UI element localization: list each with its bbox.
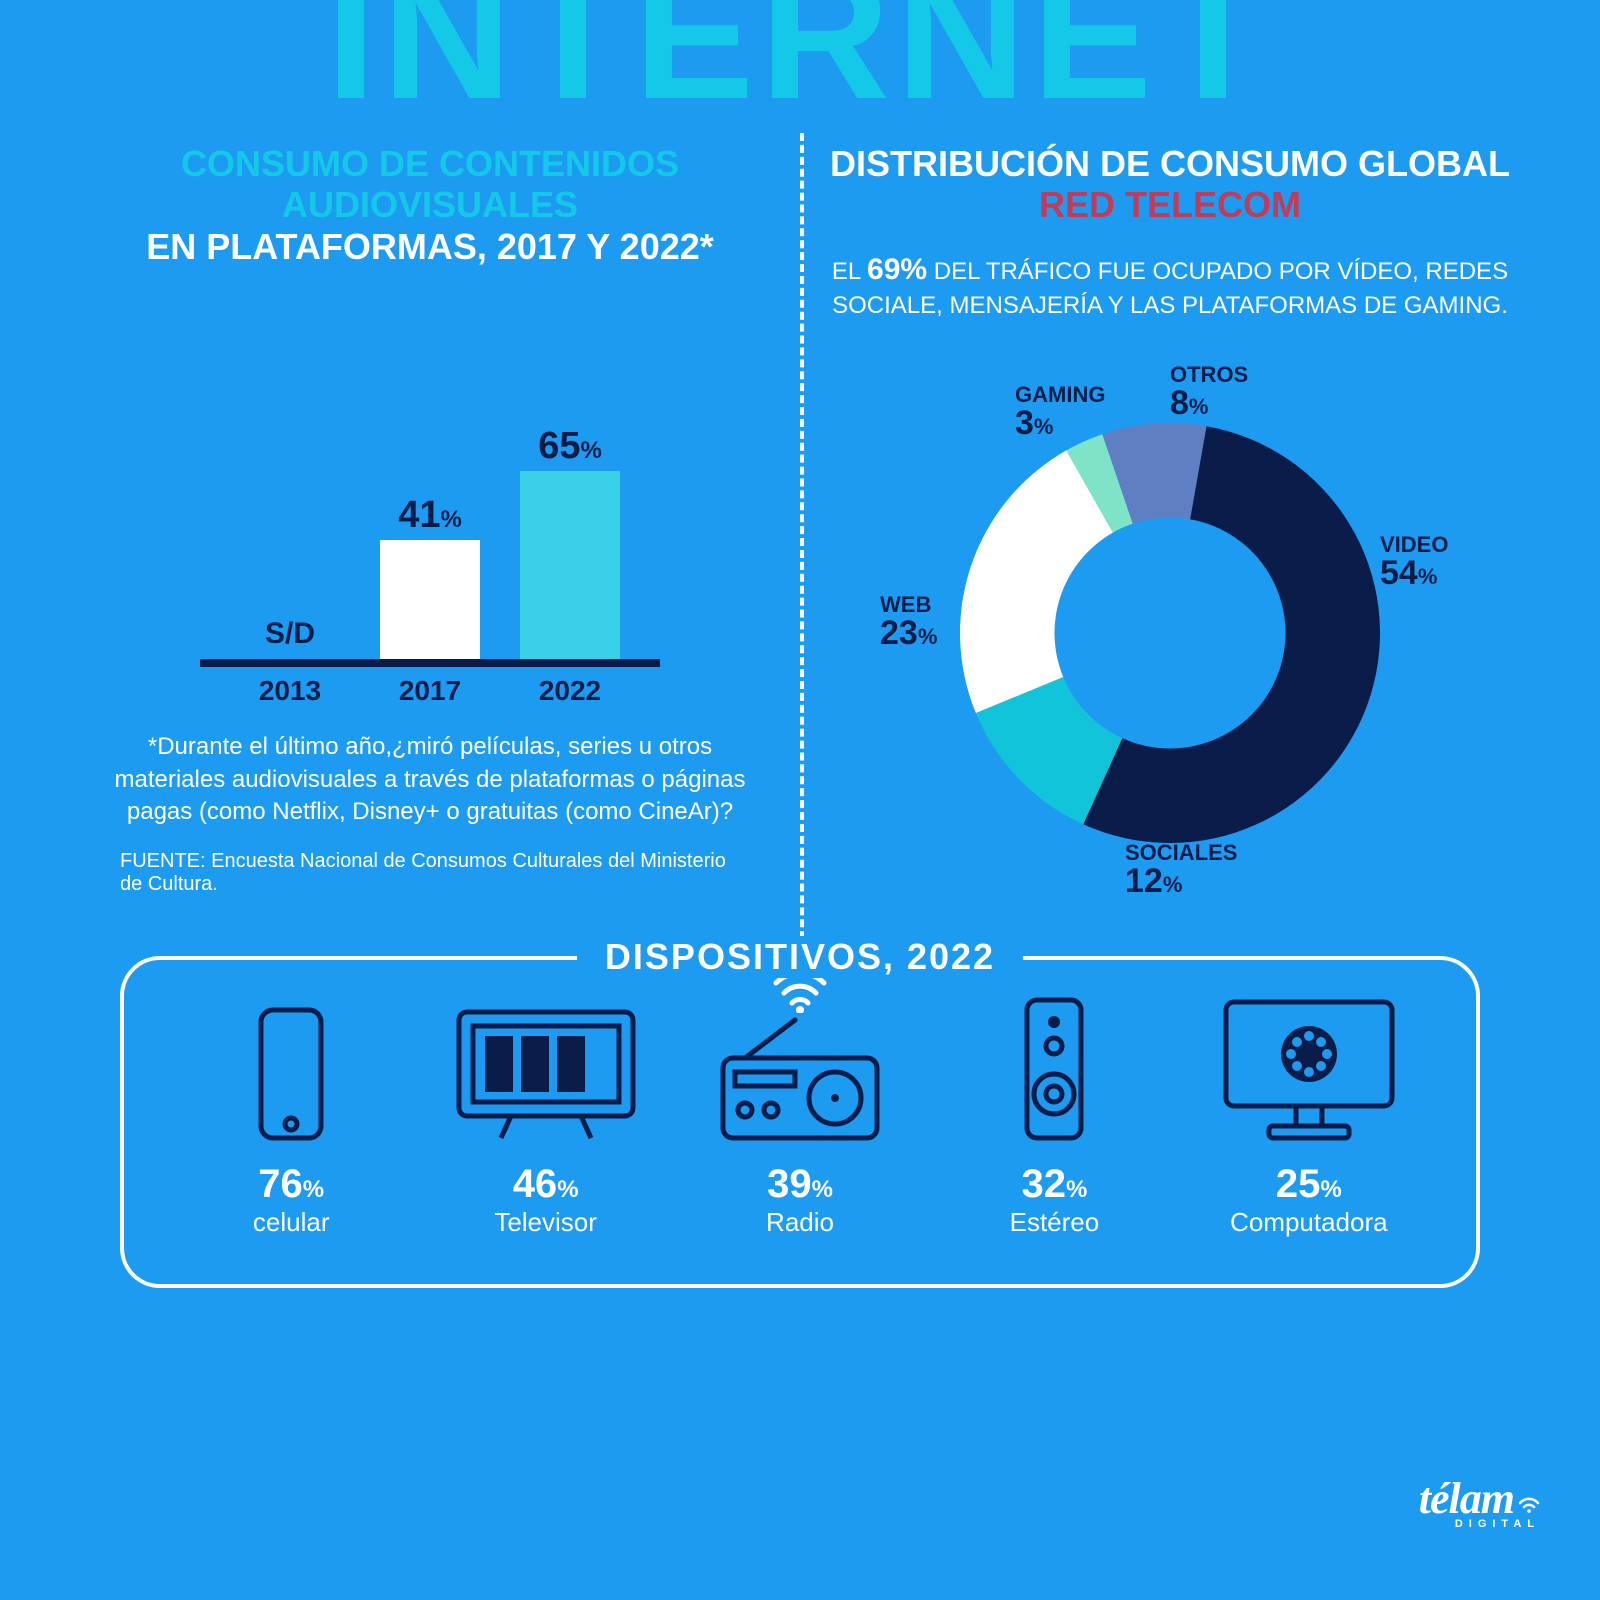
device-item: 32% Estéreo — [937, 994, 1171, 1238]
brand-name: télam — [1419, 1474, 1514, 1523]
bar: 65% — [520, 471, 620, 660]
devices-title: DISPOSITIVOS, 2022 — [577, 936, 1023, 978]
stereo-icon — [937, 994, 1171, 1144]
devices-panel: DISPOSITIVOS, 2022 76% celular 46% Telev… — [120, 956, 1480, 1288]
bar-x-label: 2022 — [520, 675, 620, 707]
device-value: 39% — [683, 1162, 917, 1207]
donut-label: OTROS8% — [1170, 363, 1248, 422]
right-title-white: DISTRIBUCIÓN DE CONSUMO GLOBAL — [830, 143, 1510, 184]
device-name: Televisor — [428, 1207, 662, 1238]
donut-label: WEB23% — [880, 593, 937, 652]
lead-highlight: 69% — [867, 253, 927, 286]
bar: 41% — [380, 540, 480, 659]
left-section-title: CONSUMO DE CONTENIDOS AUDIOVISUALES EN P… — [90, 143, 770, 267]
devices-row: 76% celular 46% Televisor 39% Radio 32% … — [174, 994, 1426, 1238]
device-item: 25% Computadora — [1192, 994, 1426, 1238]
page-title: INTERNET — [0, 0, 1600, 113]
left-title-white: EN PLATAFORMAS, 2017 Y 2022* — [90, 226, 770, 267]
donut-label: REDESSOCIALES12% — [1125, 818, 1237, 900]
device-value: 32% — [937, 1162, 1171, 1207]
footnote: *Durante el último año,¿miró películas, … — [90, 731, 770, 828]
bar-x-label: 2017 — [380, 675, 480, 707]
donut-label: GAMING3% — [1015, 383, 1105, 442]
donut-svg — [960, 423, 1380, 843]
tv-icon — [428, 994, 662, 1144]
source-citation: FUENTE: Encuesta Nacional de Consumos Cu… — [90, 850, 770, 896]
device-item: 39% Radio — [683, 994, 917, 1238]
donut-label: VIDEO54% — [1380, 533, 1448, 592]
right-title-red: RED TELECOM — [830, 184, 1510, 225]
device-item: 46% Televisor — [428, 994, 662, 1238]
computer-icon — [1192, 994, 1426, 1144]
right-section-title: DISTRIBUCIÓN DE CONSUMO GLOBAL RED TELEC… — [830, 143, 1510, 226]
device-value: 76% — [174, 1162, 408, 1207]
lead-pre: EL — [832, 258, 867, 285]
device-name: Radio — [683, 1207, 917, 1238]
bar-chart-axis — [200, 659, 660, 667]
bar-value: 41% — [380, 494, 480, 537]
phone-icon — [174, 994, 408, 1144]
bar-x-label: 2013 — [240, 675, 340, 707]
donut-chart: VIDEO54%REDESSOCIALES12%WEB23%GAMING3%OT… — [860, 363, 1480, 883]
brand-logo: télam DIGITAL — [1419, 1473, 1540, 1530]
left-title-cyan: CONSUMO DE CONTENIDOS AUDIOVISUALES — [90, 143, 770, 226]
vertical-divider — [800, 133, 804, 963]
bar-no-data: S/D — [240, 617, 340, 651]
wifi-icon — [1518, 1473, 1540, 1524]
device-value: 25% — [1192, 1162, 1426, 1207]
bar-value: 65% — [520, 425, 620, 468]
device-name: Estéreo — [937, 1207, 1171, 1238]
lead-text: EL 69% DEL TRÁFICO FUE OCUPADO POR VÍDEO… — [830, 250, 1510, 323]
device-item: 76% celular — [174, 994, 408, 1238]
device-value: 46% — [428, 1162, 662, 1207]
bar-chart: 2013 S/D 2017 41% 2022 65% — [200, 327, 660, 707]
device-name: Computadora — [1192, 1207, 1426, 1238]
radio-icon — [683, 994, 917, 1144]
device-name: celular — [174, 1207, 408, 1238]
lead-post: DEL TRÁFICO FUE OCUPADO POR VÍDEO, REDES… — [832, 258, 1508, 320]
